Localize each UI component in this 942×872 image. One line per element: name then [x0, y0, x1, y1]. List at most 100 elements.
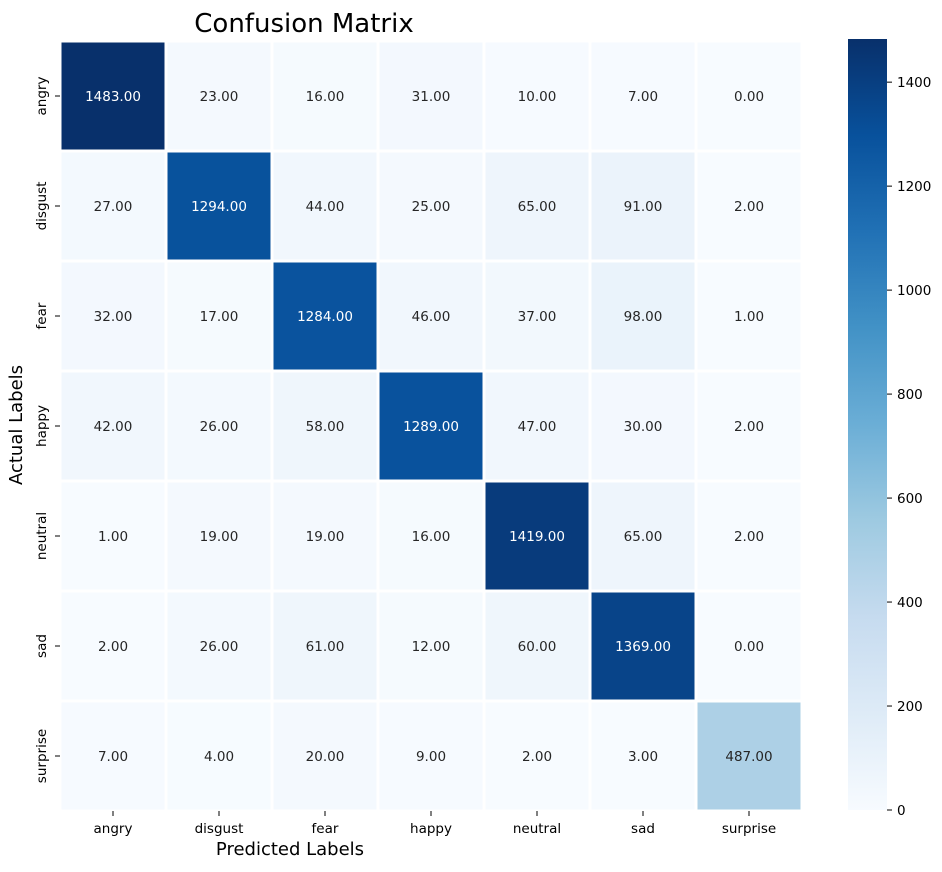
heatmap-cell — [167, 482, 271, 590]
cell-value-label: 1294.00 — [191, 199, 247, 215]
heatmap-cell — [61, 372, 165, 480]
heatmap-cell — [485, 482, 589, 590]
cell-value-label: 2.00 — [734, 199, 764, 215]
cell-value-label: 2.00 — [98, 639, 128, 655]
cell-value-label: 23.00 — [200, 89, 239, 105]
cell-value-label: 2.00 — [734, 419, 764, 435]
heatmap-cell — [379, 592, 483, 700]
cell-value-label: 1369.00 — [615, 639, 671, 655]
cell-value-label: 12.00 — [412, 639, 451, 655]
heatmap-cell — [485, 262, 589, 370]
heatmap-cell — [697, 152, 801, 260]
y-axis-title: Actual Labels — [6, 365, 27, 485]
heatmap-cell — [697, 42, 801, 150]
cell-value-label: 16.00 — [412, 529, 451, 545]
colorbar-tick-label: 400 — [897, 595, 923, 611]
heatmap-cell — [697, 262, 801, 370]
heatmap-cell — [167, 152, 271, 260]
heatmap-cells — [61, 42, 801, 810]
cell-value-label: 32.00 — [94, 309, 133, 325]
heatmap-cell — [697, 482, 801, 590]
x-tick-label: surprise — [722, 821, 776, 837]
heatmap-cell — [61, 42, 165, 150]
cell-value-label: 19.00 — [200, 529, 239, 545]
cell-value-label: 30.00 — [624, 419, 663, 435]
heatmap-cell — [273, 702, 377, 810]
colorbar-tick-label: 200 — [897, 699, 923, 715]
heatmap-cell — [273, 482, 377, 590]
heatmap-cell — [273, 592, 377, 700]
cell-value-label: 9.00 — [416, 749, 446, 765]
x-tick-label: angry — [94, 821, 133, 837]
cell-value-label: 1419.00 — [509, 529, 565, 545]
cell-value-label: 42.00 — [94, 419, 133, 435]
y-tick-label: surprise — [34, 729, 50, 783]
heatmap-cell — [379, 372, 483, 480]
heatmap-cell — [273, 152, 377, 260]
y-tick-label: disgust — [34, 182, 50, 231]
colorbar: 0 200 400 600 800 1000 1200 1400 — [848, 39, 931, 819]
cell-value-label: 60.00 — [518, 639, 557, 655]
x-axis-title: Predicted Labels — [216, 839, 364, 860]
heatmap-cell — [697, 372, 801, 480]
y-tick-label: neutral — [34, 512, 50, 560]
heatmap-cell — [273, 42, 377, 150]
colorbar-tick-label: 800 — [897, 387, 923, 403]
colorbar-tick-label: 1000 — [897, 283, 931, 299]
cell-value-label: 3.00 — [628, 749, 658, 765]
cell-value-label: 65.00 — [624, 529, 663, 545]
cell-value-label: 7.00 — [98, 749, 128, 765]
heatmap-cell — [61, 262, 165, 370]
x-tick-label: sad — [631, 821, 655, 837]
x-axis: angry disgust fear happy neutral sad surprise — [94, 811, 776, 837]
heatmap-cell — [485, 42, 589, 150]
cell-value-label: 26.00 — [200, 639, 239, 655]
x-tick-label: neutral — [513, 821, 561, 837]
cell-value-label: 0.00 — [734, 639, 764, 655]
y-tick-label: happy — [34, 405, 50, 447]
x-tick-label: disgust — [195, 821, 244, 837]
chart-title: Confusion Matrix — [194, 9, 413, 39]
cell-value-label: 2.00 — [522, 749, 552, 765]
heatmap-cell — [591, 262, 695, 370]
cell-value-label: 58.00 — [306, 419, 345, 435]
cell-value-label: 1289.00 — [403, 419, 459, 435]
y-axis: angry disgust fear happy neutral sad surprise — [34, 77, 60, 783]
heatmap-cell — [167, 262, 271, 370]
cell-value-label: 2.00 — [734, 529, 764, 545]
cell-value-label: 1284.00 — [297, 309, 353, 325]
heatmap-cell — [273, 372, 377, 480]
colorbar-tick-label: 600 — [897, 491, 923, 507]
heatmap-cell — [379, 42, 483, 150]
cell-value-label: 91.00 — [624, 199, 663, 215]
heatmap-cell — [485, 702, 589, 810]
cell-value-label: 1.00 — [734, 309, 764, 325]
heatmap-cell — [591, 592, 695, 700]
heatmap-cell — [485, 592, 589, 700]
cell-value-label: 27.00 — [94, 199, 133, 215]
colorbar-tick-label: 1200 — [897, 179, 931, 195]
heatmap-cell — [591, 482, 695, 590]
cell-value-label: 47.00 — [518, 419, 557, 435]
heatmap-cell — [61, 152, 165, 260]
cell-value-label: 20.00 — [306, 749, 345, 765]
cell-value-label: 17.00 — [200, 309, 239, 325]
cell-value-label: 26.00 — [200, 419, 239, 435]
heatmap-cell — [697, 592, 801, 700]
heatmap-cell — [485, 372, 589, 480]
cell-value-label: 46.00 — [412, 309, 451, 325]
cell-value-label: 44.00 — [306, 199, 345, 215]
heatmap-cell — [485, 152, 589, 260]
heatmap-cell-labels: 1483.00 23.00 16.00 31.00 10.00 7.00 0.00 27.00… — [85, 89, 773, 765]
cell-value-label: 1.00 — [98, 529, 128, 545]
heatmap-cell — [591, 372, 695, 480]
cell-value-label: 98.00 — [624, 309, 663, 325]
cell-value-label: 31.00 — [412, 89, 451, 105]
x-tick-label: fear — [312, 821, 339, 837]
y-tick-label: sad — [34, 634, 50, 658]
cell-value-label: 16.00 — [306, 89, 345, 105]
cell-value-label: 65.00 — [518, 199, 557, 215]
heatmap-cell — [61, 592, 165, 700]
